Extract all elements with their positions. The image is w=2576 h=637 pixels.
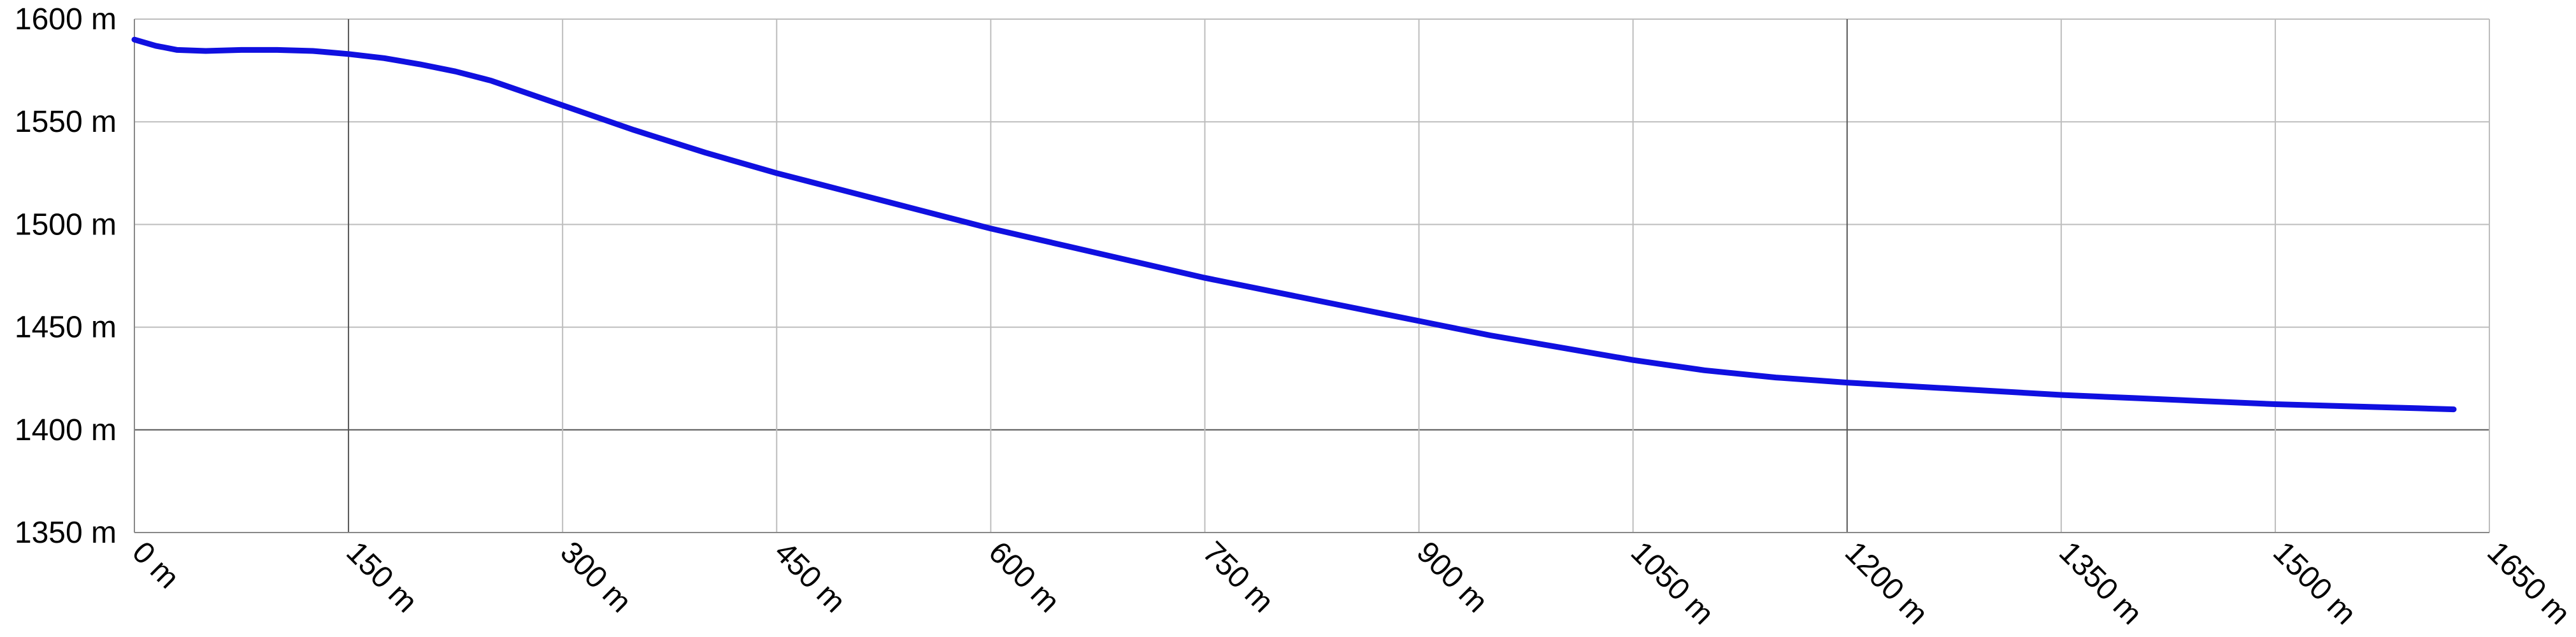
x-tick-labels: 0 m 150 m 300 m 450 m 600 m 750 m 900 m 1050 m 1…	[125, 535, 2576, 631]
y-tick-label: 1450 m	[15, 311, 117, 345]
x-tick-label: 1050 m	[1624, 535, 1721, 631]
y-tick-label: 1350 m	[15, 516, 117, 550]
x-tick-label: 1200 m	[1838, 535, 1935, 631]
x-tick-label: 0 m	[125, 535, 185, 595]
x-tick-label: 600 m	[982, 535, 1066, 619]
x-tick-label: 900 m	[1410, 535, 1494, 619]
x-tick-label: 1350 m	[2052, 535, 2149, 631]
grid-layer	[134, 18, 2490, 533]
x-tick-label: 1650 m	[2480, 535, 2576, 631]
x-tick-label: 1500 m	[2266, 535, 2363, 631]
y-tick-label: 1400 m	[15, 413, 117, 447]
y-tick-labels: 1350 m 1400 m 1450 m 1500 m 1550 m 1600 m	[15, 3, 117, 550]
series-layer	[131, 36, 2457, 413]
x-tick-label: 750 m	[1196, 535, 1280, 619]
y-tick-label: 1600 m	[15, 3, 117, 36]
y-tick-label: 1550 m	[15, 105, 117, 139]
x-tick-label: 150 m	[340, 535, 424, 619]
elevation-series-line	[131, 36, 2457, 413]
x-tick-label: 300 m	[554, 535, 638, 619]
x-tick-label: 450 m	[768, 535, 852, 619]
y-tick-label: 1500 m	[15, 208, 117, 241]
axis-layer	[134, 19, 2489, 533]
